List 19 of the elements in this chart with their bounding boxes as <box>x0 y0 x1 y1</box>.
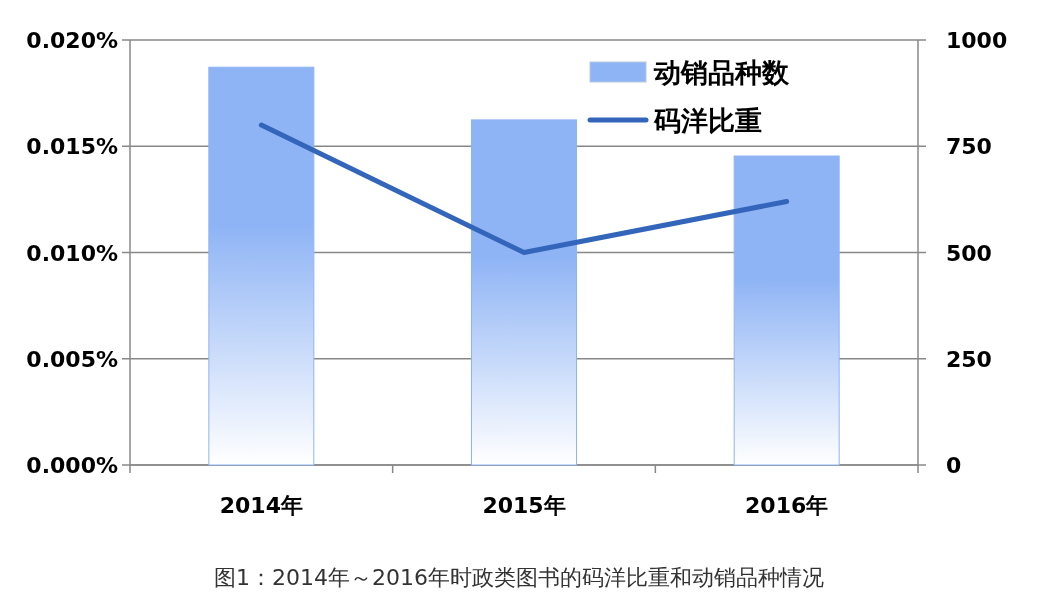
y-tick-label: 0.010% <box>26 240 118 266</box>
legend-label: 动销品种数 <box>653 57 790 88</box>
y2-tick-label: 1000 <box>946 28 1008 53</box>
x-tick-label: 2014年 <box>219 493 303 518</box>
caption: 图1：2014年～2016年时政类图书的码洋比重和动销品种情况 <box>214 565 824 590</box>
legend-label: 码洋比重 <box>653 105 762 136</box>
x-tick-label: 2016年 <box>745 493 829 518</box>
y-tick-label: 0.015% <box>26 134 118 160</box>
bar <box>208 66 315 466</box>
y-tick-label: 0.020% <box>26 28 118 53</box>
y2-tick-label: 0 <box>946 453 962 478</box>
x-tick-label: 2015年 <box>482 493 566 518</box>
y-tick-label: 0.005% <box>26 346 118 372</box>
y2-tick-label: 250 <box>946 346 992 372</box>
bar <box>471 119 577 466</box>
y2-tick-label: 500 <box>946 240 992 266</box>
y-tick-label: 0.000% <box>26 453 118 478</box>
bar <box>733 155 840 466</box>
y2-tick-label: 750 <box>946 134 992 160</box>
